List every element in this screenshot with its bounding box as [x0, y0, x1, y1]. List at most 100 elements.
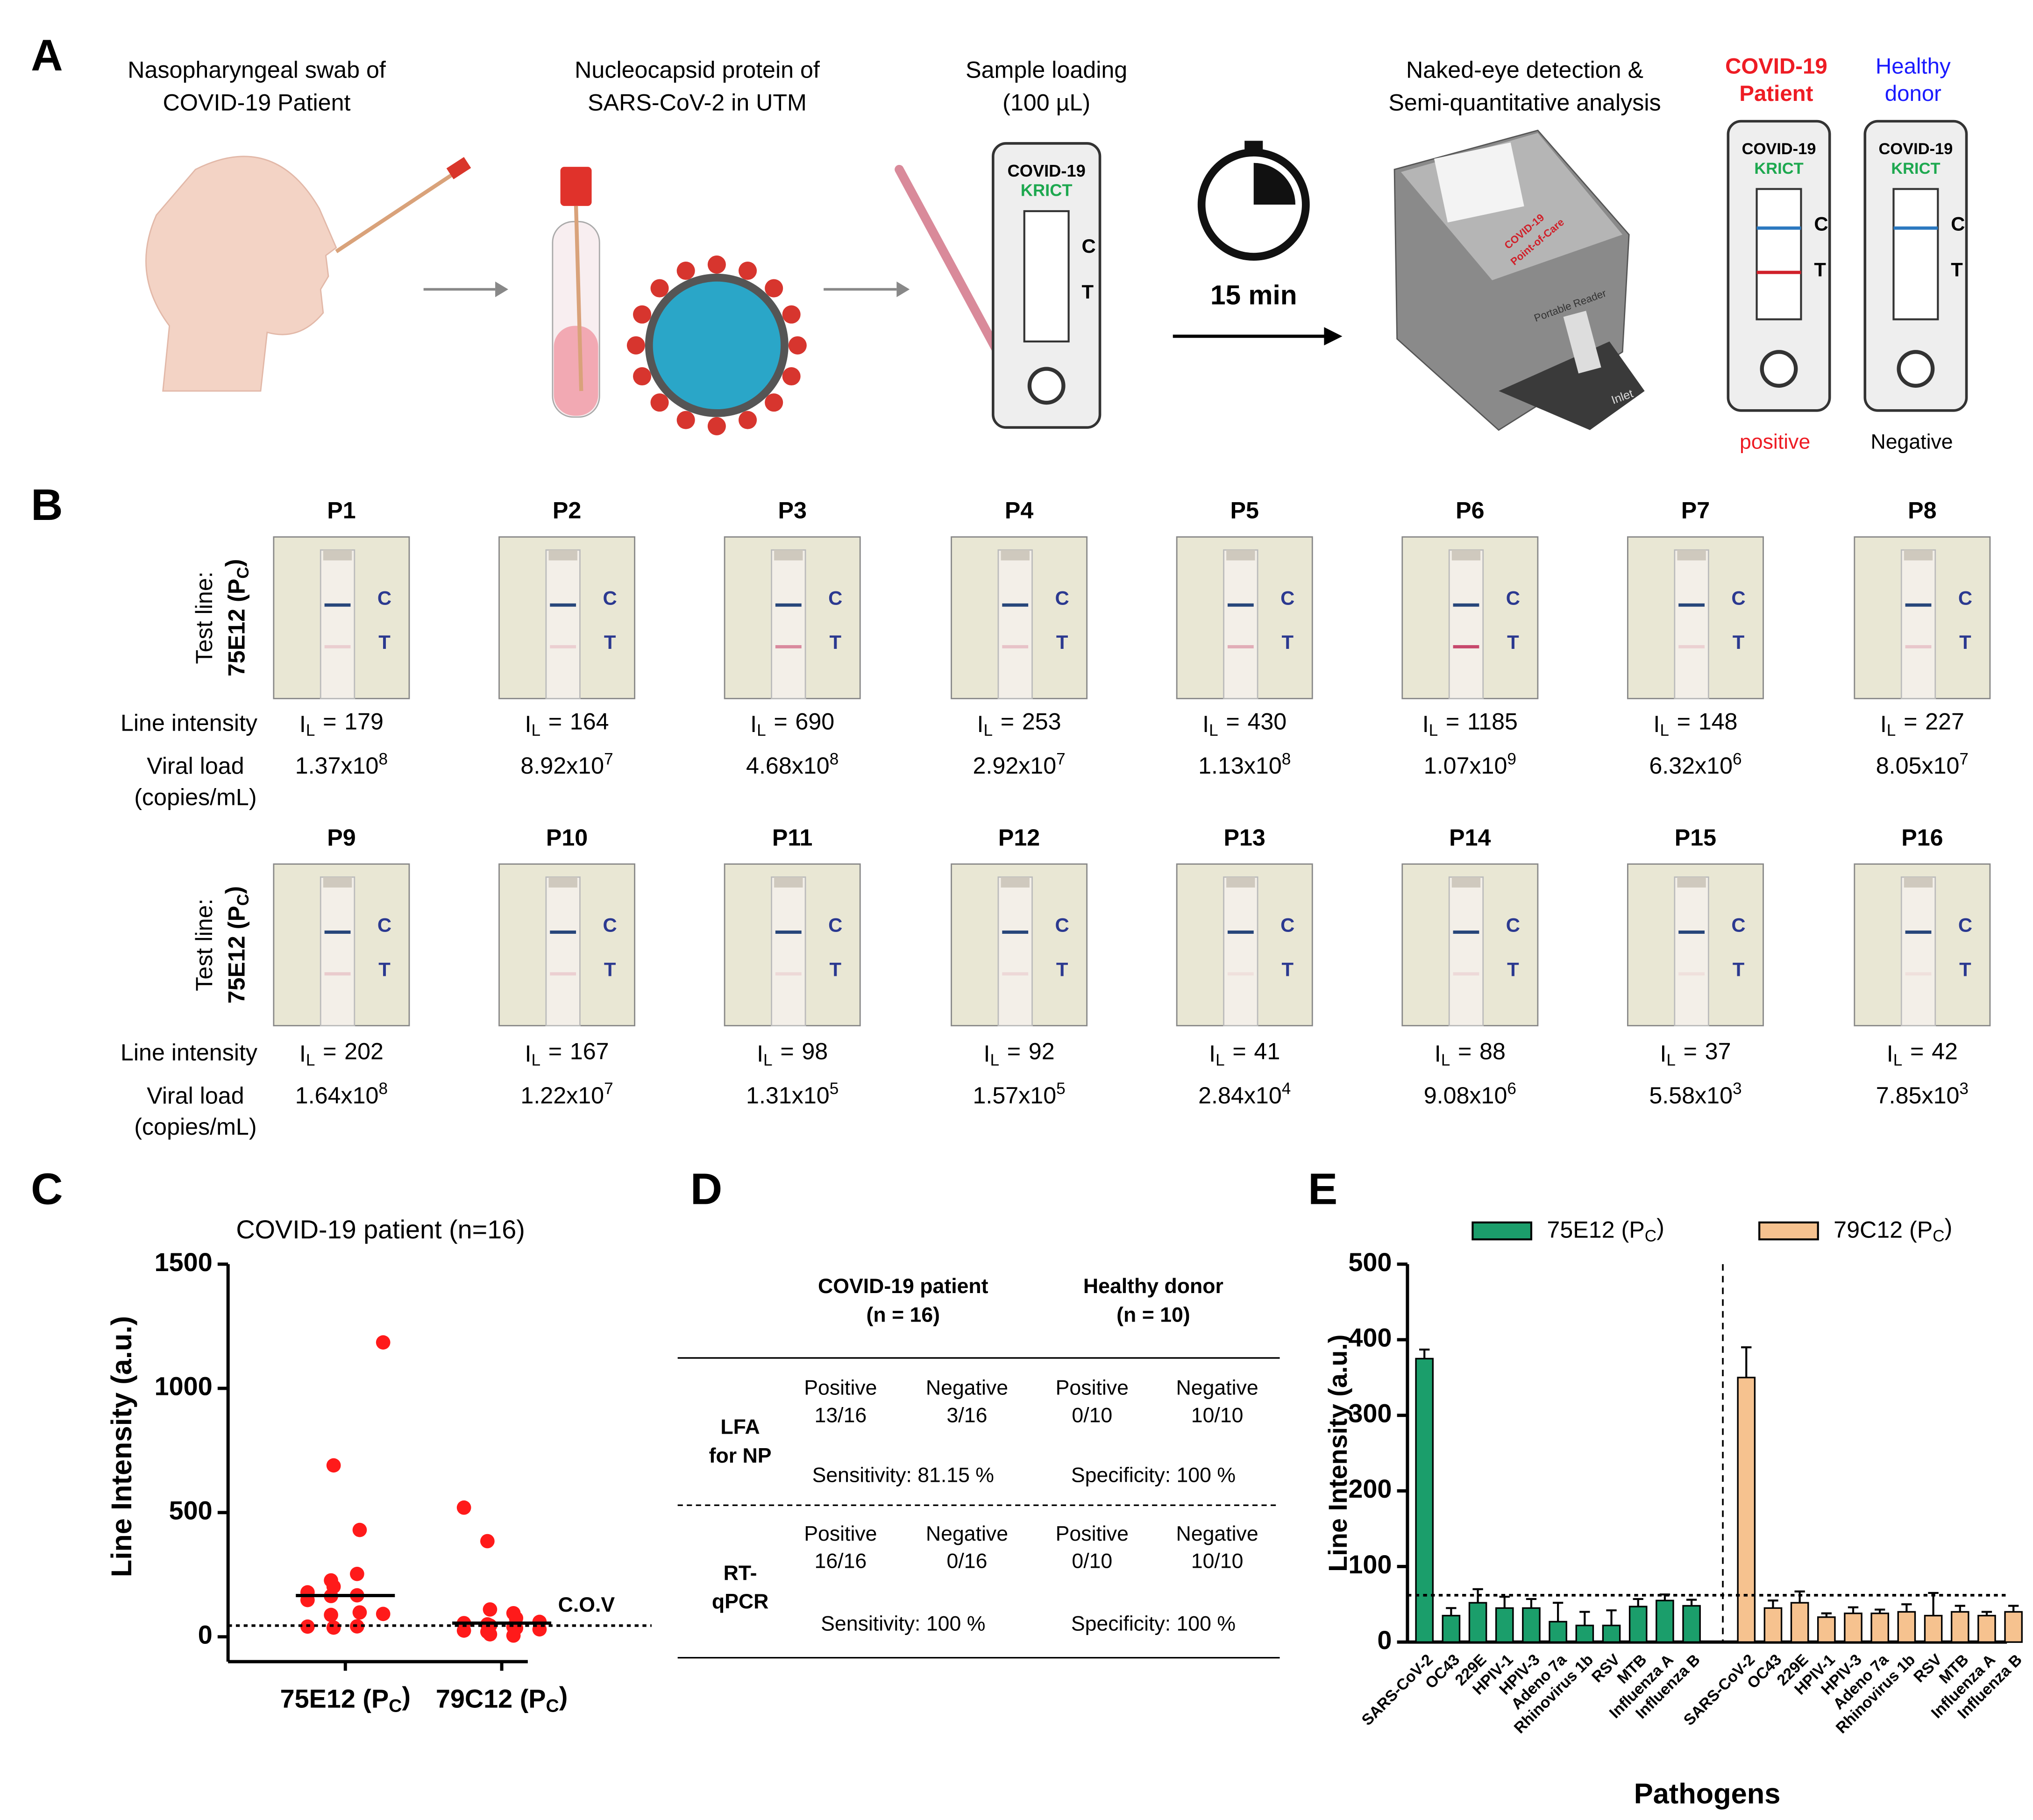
intensity-label-part: L	[1429, 722, 1438, 740]
strip-cap	[323, 877, 352, 888]
cell-summary: Sensitivity: 81.15 %	[812, 1464, 994, 1487]
intensity-label: IL = 690	[750, 709, 834, 740]
y-axis-label-part: Line Intensity (a.u.)	[1323, 1334, 1352, 1571]
viral-load-part: x10	[1921, 753, 1959, 779]
intensity-label-part: L	[1660, 722, 1669, 740]
test-line	[1905, 645, 1932, 648]
strip-c: C	[603, 587, 617, 609]
strip-t: T	[604, 631, 616, 653]
swab-cap	[446, 157, 471, 179]
intensity-label-part: =	[1910, 1038, 1924, 1065]
y-tick-label: 300	[1348, 1398, 1392, 1428]
row-intensity-title: Line intensity	[121, 710, 257, 736]
strip-cap	[1226, 877, 1255, 888]
intensity-label-part: =	[1007, 1038, 1021, 1065]
panel-label: C	[31, 1165, 63, 1214]
bar	[1977, 1614, 1996, 1643]
viral-load-part: 5.58	[1649, 1082, 1695, 1109]
intensity-label-part: =	[780, 1038, 794, 1065]
cell-count: 10/10	[1191, 1550, 1244, 1573]
y-axis-label: Line Intensity (a.u.)	[1323, 1334, 1352, 1571]
viral-load-part: 7.85	[1876, 1082, 1922, 1109]
intensity-label-part: =	[1458, 1038, 1471, 1065]
control-line	[1453, 930, 1479, 934]
bar	[1575, 1624, 1594, 1643]
arrow-head	[896, 281, 910, 298]
bar	[1817, 1616, 1836, 1643]
y-tick-label: 1000	[155, 1372, 213, 1401]
intensity-label-part: L	[1209, 722, 1218, 740]
legend-label-part: )	[1945, 1214, 1953, 1240]
intensity-label-part: =	[548, 1038, 562, 1065]
intensity-label: IL = 167	[525, 1038, 609, 1070]
strip-t: T	[1733, 631, 1745, 653]
viral-load-part: 1.22	[520, 1082, 566, 1109]
strip-t: T	[1507, 958, 1519, 980]
viral-load-part: 8.92	[520, 753, 566, 779]
control-line	[1453, 603, 1479, 607]
row-antibody-part: 75E12 (P	[224, 906, 250, 1003]
data-point	[480, 1534, 495, 1549]
virus	[645, 273, 789, 417]
data-point	[326, 1620, 341, 1635]
cassette-t: T	[1814, 258, 1826, 280]
strip-body	[997, 549, 1033, 699]
intensity-label-part: 37	[1705, 1038, 1731, 1065]
intensity-label-part: =	[323, 709, 336, 735]
strip-cap	[1451, 550, 1481, 561]
control-line	[1678, 930, 1705, 934]
sample-well	[1760, 350, 1798, 388]
strip-c: C	[828, 587, 842, 609]
viral-load-part: 8.05	[1876, 753, 1922, 779]
strip-t: T	[1056, 958, 1068, 980]
intensity-label-part: I	[977, 711, 984, 737]
intensity-label-part: I	[1422, 711, 1429, 737]
row-label: Test line:	[191, 899, 217, 991]
control-line	[1905, 930, 1932, 934]
strip-body	[771, 876, 806, 1026]
cassette-maker: KRICT	[1754, 160, 1803, 178]
intensity-label-part: L	[990, 1051, 999, 1069]
cassette-name: COVID-19	[1008, 161, 1086, 180]
bar	[1628, 1606, 1648, 1643]
test-line	[1002, 645, 1029, 648]
bar	[1602, 1624, 1621, 1643]
viral-load-part: x10	[1921, 1082, 1959, 1109]
viral-load-part: 1.31	[746, 1082, 792, 1109]
viral-load-part: 1.13	[1198, 753, 1244, 779]
viral-load: 5.58x103	[1649, 1080, 1742, 1109]
intensity-label-part: L	[531, 722, 540, 740]
test-line	[1227, 972, 1254, 976]
reader-screen	[1434, 142, 1524, 223]
strip-body	[1674, 549, 1709, 699]
strip-body	[545, 876, 581, 1026]
viral-load-part: 5	[1056, 1080, 1066, 1098]
row-antibody-part: )	[221, 559, 248, 567]
strip-cap	[1677, 550, 1706, 561]
panel-label: A	[31, 31, 63, 80]
intensity-label-part: L	[1441, 1051, 1450, 1069]
viral-load-part: 4	[1282, 1080, 1291, 1098]
intensity-label-part: 179	[344, 709, 384, 735]
intensity-label-part: I	[1435, 1041, 1441, 1067]
strip-t: T	[378, 958, 391, 980]
viral-load-part: 7	[1959, 750, 1969, 768]
time-label: 15 min	[1210, 280, 1297, 311]
test-line	[550, 972, 576, 976]
intensity-label-part: =	[1001, 709, 1014, 735]
test-line	[1678, 645, 1705, 648]
x-tick-label: 79C12 (PC)	[436, 1681, 568, 1716]
patient-name: P9	[327, 825, 355, 851]
viral-load-part: 6.32	[1649, 753, 1695, 779]
strip-body	[320, 549, 355, 699]
intensity-label-part: 88	[1479, 1038, 1506, 1065]
tube-cap	[560, 167, 592, 206]
viral-load-part: x10	[792, 753, 830, 779]
x-tick-label-part: 79C12 (P	[436, 1684, 546, 1713]
intensity-label-part: 164	[570, 709, 609, 735]
data-point	[352, 1522, 367, 1537]
virus-spike	[739, 262, 757, 280]
data-point	[376, 1607, 391, 1621]
viral-load-part: 8	[1282, 750, 1291, 768]
